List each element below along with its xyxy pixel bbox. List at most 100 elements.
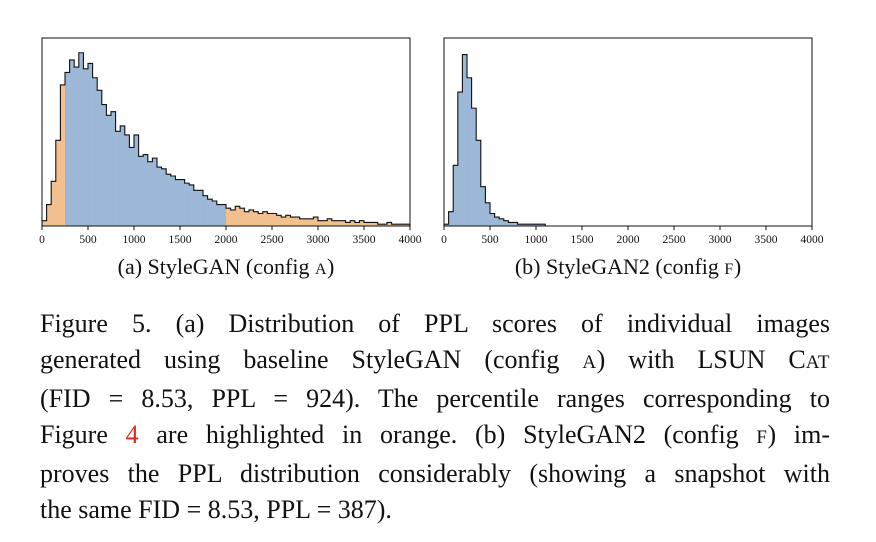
histogram-bar	[249, 209, 254, 226]
sub-caption-b-text: (b) StyleGAN2 (config	[514, 254, 725, 279]
histogram-bar	[499, 218, 505, 226]
histogram-bar	[124, 134, 130, 226]
histogram-bar	[281, 217, 287, 226]
caption-line-1: Figure 5. (a) Distribution of PPL scores…	[40, 306, 830, 342]
x-tick-label: 1000	[123, 234, 146, 246]
histogram-bar	[101, 104, 107, 226]
histogram-bar	[184, 183, 190, 226]
histogram-bar	[111, 111, 116, 226]
histogram-bar	[60, 84, 66, 226]
histogram-bar	[453, 165, 459, 226]
histogram-bar	[46, 204, 52, 226]
x-tick-label: 1000	[525, 234, 548, 246]
x-tick-label: 500	[79, 234, 97, 246]
histogram-bar	[203, 195, 208, 226]
histogram-bar	[134, 134, 139, 226]
histogram-bar	[480, 186, 486, 226]
histogram-bar	[327, 218, 333, 226]
histogram-bar	[540, 224, 546, 226]
histogram-bar	[336, 220, 342, 226]
histogram-bar	[345, 222, 351, 226]
histogram-bar	[526, 224, 532, 226]
histogram-bar	[476, 140, 482, 226]
histogram-bar	[350, 220, 356, 226]
histogram-bar	[391, 224, 397, 226]
caption-text: are highlighted in orange. (b) StyleGAN2…	[138, 420, 757, 449]
histogram-bar	[341, 220, 346, 226]
histogram-bar	[170, 175, 176, 226]
histogram-bar	[138, 156, 144, 226]
histogram-bar	[180, 179, 185, 226]
histogram-bar	[272, 213, 277, 226]
figure-reference-link[interactable]: 4	[125, 420, 139, 449]
histogram-bar	[471, 108, 477, 226]
caption-smallcaps: AT	[805, 352, 830, 373]
histogram-bar	[364, 222, 369, 226]
histogram-bar	[78, 52, 84, 227]
caption-config-f: F	[756, 427, 768, 448]
histogram-bar	[396, 224, 402, 226]
x-tick-label: 4000	[801, 234, 824, 246]
histogram-bar	[354, 222, 360, 226]
histogram-bar	[400, 224, 406, 226]
caption-text: ) with LSUN C	[596, 345, 806, 374]
histogram-bar	[83, 68, 89, 226]
histogram-bar	[143, 154, 149, 226]
x-tick-label: 2500	[261, 234, 284, 246]
caption-line-2: generated using baseline StyleGAN (confi…	[40, 342, 830, 381]
x-tick-label: 3500	[353, 234, 376, 246]
sub-caption-b-suffix: )	[733, 254, 742, 279]
caption-line-4: Figure 4 are highlighted in orange. (b) …	[40, 417, 830, 456]
histogram-bar	[508, 222, 514, 226]
histogram-bar	[157, 167, 162, 226]
histogram-bar	[285, 215, 291, 226]
histogram-bar	[147, 161, 153, 226]
figure-caption: Figure 5. (a) Distribution of PPL scores…	[40, 306, 830, 528]
histogram-b: 0 500 1000 1500 2000 2500 3000 3500 4000	[441, 37, 824, 246]
histogram-bar	[92, 77, 98, 227]
histogram-bar	[382, 224, 388, 226]
histogram-bar	[230, 209, 236, 226]
histogram-a: 0 500 1000 1500 2000 2500 3000 3500 4000	[39, 37, 422, 246]
sub-caption-a-suffix: )	[327, 254, 335, 279]
x-tick-label: 0	[39, 234, 45, 246]
sub-caption-a: (a) StyleGAN (config A)	[42, 254, 410, 280]
caption-text: Figure	[40, 420, 126, 449]
x-tick-label: 3000	[709, 234, 732, 246]
histogram-bar	[448, 211, 454, 226]
histogram-bar	[405, 224, 411, 226]
histogram-bar	[189, 184, 195, 226]
histogram-bar	[244, 211, 250, 226]
histogram-bar	[536, 224, 541, 226]
histogram-bar	[226, 208, 231, 226]
histogram-bar	[212, 200, 218, 226]
caption-text: (FID = 8.53, PPL = 924). The percentile …	[40, 384, 830, 413]
histogram-bar	[522, 224, 528, 226]
caption-text: generated using baseline StyleGAN (confi…	[40, 345, 583, 374]
histogram-bar	[97, 90, 103, 226]
x-tick-label: 4000	[399, 234, 422, 246]
caption-text: proves the PPL distribution considerably…	[40, 459, 830, 488]
histogram-bar	[193, 190, 199, 226]
x-tick-label: 2000	[617, 234, 640, 246]
caption-line-6: the same FID = 8.53, PPL = 387).	[40, 492, 830, 528]
histogram-bar	[258, 213, 264, 226]
histogram-bar	[253, 211, 259, 226]
histogram-bar	[467, 77, 472, 227]
histogram-bar	[373, 222, 379, 226]
histogram-bar	[377, 224, 383, 226]
histogram-bar	[513, 222, 518, 226]
histogram-bar	[267, 213, 273, 226]
histogram-bar	[239, 208, 245, 226]
x-tick-label: 1500	[571, 234, 594, 246]
caption-text: ) im-	[767, 420, 831, 449]
histogram-bar	[299, 218, 305, 226]
histogram-bar	[69, 59, 75, 226]
histogram-bar	[387, 222, 392, 226]
caption-line-5: proves the PPL distribution considerably…	[40, 456, 830, 492]
figure-charts: 0 500 1000 1500 2000 2500 3000 3500 4000 0 500 100…	[39, 37, 824, 246]
sub-caption-a-text: (a) StyleGAN (config	[117, 254, 315, 279]
plot-frame	[443, 37, 813, 227]
histogram-bar	[74, 67, 80, 227]
histogram-bar	[129, 147, 135, 226]
